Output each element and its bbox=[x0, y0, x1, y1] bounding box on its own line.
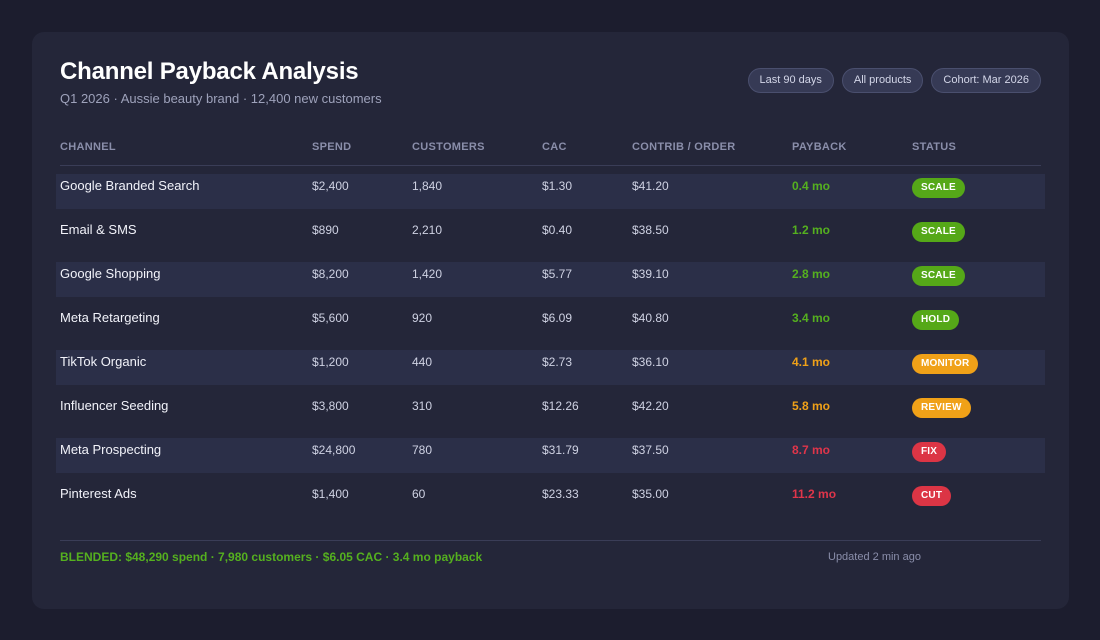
channel-name: TikTok Organic bbox=[60, 354, 147, 369]
column-header-status[interactable]: STATUS bbox=[912, 141, 957, 153]
table-row[interactable]: Meta Retargeting $5,600 920 $6.09 $40.80 3.4 … bbox=[56, 306, 1045, 341]
column-header-cac[interactable]: CAC bbox=[542, 141, 567, 153]
channel-name: Meta Prospecting bbox=[60, 442, 162, 457]
table-row[interactable]: TikTok Organic $1,200 440 $2.73 $36.10 4.1 mo… bbox=[56, 350, 1045, 385]
contrib-value: $35.00 bbox=[632, 487, 669, 501]
cac-value: $6.09 bbox=[542, 311, 573, 325]
status-badge: SCALE bbox=[912, 266, 965, 286]
status-badge: CUT bbox=[912, 486, 952, 506]
spend-value: $2,400 bbox=[312, 179, 349, 193]
customers-value: 920 bbox=[412, 311, 433, 325]
channel-name: Google Shopping bbox=[60, 266, 161, 281]
status-badge: FIX bbox=[912, 442, 947, 462]
table-body: Google Branded Search $2,400 1,840 $1.30 $41… bbox=[56, 174, 1045, 517]
table-row[interactable]: Google Shopping $8,200 1,420 $5.77 $39.10 2.8… bbox=[56, 262, 1045, 297]
contrib-value: $38.50 bbox=[632, 223, 669, 237]
spend-value: $1,200 bbox=[312, 355, 349, 369]
contrib-value: $40.80 bbox=[632, 311, 669, 325]
column-header-spend[interactable]: SPEND bbox=[312, 141, 352, 153]
blended-summary: BLENDED: $48,290 spend · 7,980 customers… bbox=[60, 550, 483, 564]
spend-value: $1,400 bbox=[312, 487, 349, 501]
payback-value: 3.4 mo bbox=[792, 311, 831, 325]
spend-value: $5,600 bbox=[312, 311, 349, 325]
table-row[interactable]: Google Branded Search $2,400 1,840 $1.30 $41… bbox=[56, 174, 1045, 209]
customers-value: 310 bbox=[412, 399, 433, 413]
spend-value: $890 bbox=[312, 223, 339, 237]
status-badge: HOLD bbox=[912, 310, 960, 330]
cac-value: $1.30 bbox=[542, 179, 573, 193]
payback-value: 0.4 mo bbox=[792, 179, 831, 193]
payback-value: 2.8 mo bbox=[792, 267, 831, 281]
updated-timestamp: Updated 2 min ago bbox=[828, 551, 921, 563]
contrib-value: $37.50 bbox=[632, 443, 669, 457]
contrib-value: $42.20 bbox=[632, 399, 669, 413]
filter-products[interactable]: All products bbox=[841, 68, 924, 93]
status-badge: SCALE bbox=[912, 178, 965, 198]
channel-name: Pinterest Ads bbox=[60, 486, 137, 501]
page-subtitle: Q1 2026 · Aussie beauty brand · 12,400 n… bbox=[60, 91, 382, 106]
spend-value: $8,200 bbox=[312, 267, 349, 281]
table-row[interactable]: Meta Prospecting $24,800 780 $31.79 $37.50 8.… bbox=[56, 438, 1045, 473]
filter-pills: Last 90 days All products Cohort: Mar 20… bbox=[747, 68, 1041, 93]
payback-value: 11.2 mo bbox=[792, 487, 837, 501]
cac-value: $31.79 bbox=[542, 443, 579, 457]
contrib-value: $39.10 bbox=[632, 267, 669, 281]
customers-value: 1,840 bbox=[412, 179, 443, 193]
table-header: CHANNEL SPEND CUSTOMERS CAC CONTRIB / OR… bbox=[60, 132, 1041, 166]
column-header-payback[interactable]: PAYBACK bbox=[792, 141, 847, 153]
customers-value: 2,210 bbox=[412, 223, 443, 237]
customers-value: 440 bbox=[412, 355, 433, 369]
footer-divider bbox=[60, 540, 1041, 541]
customers-value: 60 bbox=[412, 487, 426, 501]
channel-table: CHANNEL SPEND CUSTOMERS CAC CONTRIB / OR… bbox=[56, 132, 1045, 526]
payback-value: 4.1 mo bbox=[792, 355, 831, 369]
payback-value: 1.2 mo bbox=[792, 223, 831, 237]
filter-date-range[interactable]: Last 90 days bbox=[747, 68, 834, 93]
payback-value: 8.7 mo bbox=[792, 443, 831, 457]
customers-value: 1,420 bbox=[412, 267, 443, 281]
table-row[interactable]: Email & SMS $890 2,210 $0.40 $38.50 1.2 mo SCA… bbox=[56, 218, 1045, 253]
filter-cohort[interactable]: Cohort: Mar 2026 bbox=[931, 68, 1041, 93]
cac-value: $2.73 bbox=[542, 355, 573, 369]
column-header-channel[interactable]: CHANNEL bbox=[60, 141, 116, 153]
column-header-contrib[interactable]: CONTRIB / ORDER bbox=[632, 141, 736, 153]
page-title: Channel Payback Analysis bbox=[60, 58, 359, 85]
customers-value: 780 bbox=[412, 443, 433, 457]
cac-value: $0.40 bbox=[542, 223, 573, 237]
cac-value: $23.33 bbox=[542, 487, 579, 501]
column-header-customers[interactable]: CUSTOMERS bbox=[412, 141, 485, 153]
table-row[interactable]: Pinterest Ads $1,400 60 $23.33 $35.00 11.2 mo… bbox=[56, 482, 1045, 517]
status-badge: REVIEW bbox=[912, 398, 971, 418]
cac-value: $5.77 bbox=[542, 267, 573, 281]
payback-value: 5.8 mo bbox=[792, 399, 831, 413]
status-badge: SCALE bbox=[912, 222, 965, 242]
channel-name: Google Branded Search bbox=[60, 178, 200, 193]
spend-value: $24,800 bbox=[312, 443, 356, 457]
channel-name: Email & SMS bbox=[60, 222, 137, 237]
spend-value: $3,800 bbox=[312, 399, 349, 413]
payback-card: Channel Payback Analysis Q1 2026 · Aussi… bbox=[32, 32, 1069, 609]
channel-name: Influencer Seeding bbox=[60, 398, 169, 413]
status-badge: MONITOR bbox=[912, 354, 979, 374]
contrib-value: $41.20 bbox=[632, 179, 669, 193]
channel-name: Meta Retargeting bbox=[60, 310, 160, 325]
cac-value: $12.26 bbox=[542, 399, 579, 413]
contrib-value: $36.10 bbox=[632, 355, 669, 369]
table-row[interactable]: Influencer Seeding $3,800 310 $12.26 $42.20 5… bbox=[56, 394, 1045, 429]
